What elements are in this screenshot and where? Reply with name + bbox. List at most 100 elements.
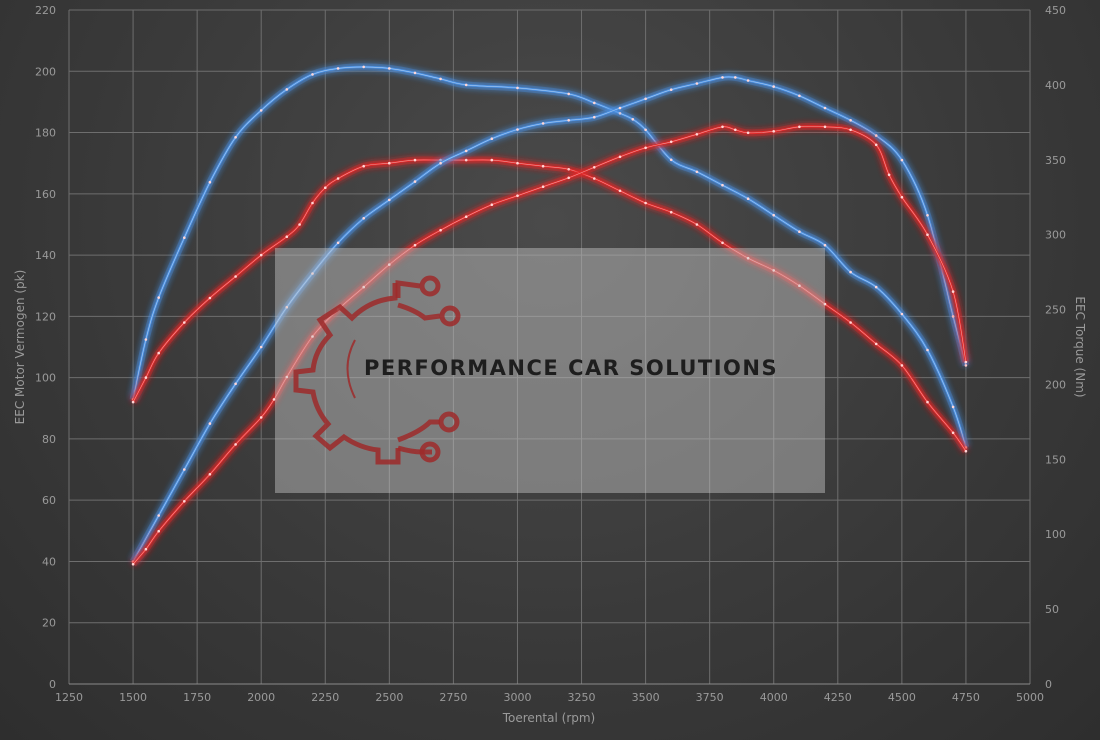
y-left-tick-label: 40 — [42, 555, 56, 568]
data-point — [567, 168, 570, 171]
data-point — [311, 335, 314, 338]
data-point — [388, 198, 391, 202]
data-point — [644, 201, 647, 205]
data-point — [208, 180, 212, 184]
data-point — [964, 364, 968, 367]
data-point — [721, 241, 724, 245]
data-point — [208, 473, 212, 476]
data-point — [618, 112, 622, 115]
data-point — [234, 136, 237, 139]
data-point — [567, 119, 570, 122]
data-point — [490, 137, 494, 140]
x-tick-label: 2250 — [311, 691, 339, 704]
x-tick-label: 4250 — [824, 691, 852, 704]
data-point — [183, 500, 186, 503]
data-point — [926, 233, 929, 236]
y-right-tick-label: 450 — [1045, 4, 1066, 17]
watermark-panel — [275, 248, 825, 493]
y-left-tick-label: 220 — [35, 4, 56, 17]
data-point — [746, 256, 750, 260]
y-right-tick-label: 250 — [1045, 304, 1066, 317]
data-point — [951, 290, 955, 293]
data-point — [490, 203, 494, 206]
x-tick-label: 2000 — [247, 691, 275, 704]
x-tick-label: 2750 — [439, 691, 467, 704]
data-point — [272, 398, 276, 401]
data-point — [362, 217, 366, 220]
data-point — [849, 128, 852, 132]
data-point — [734, 76, 737, 79]
y-right-tick-label: 150 — [1045, 453, 1066, 466]
y-right-tick-label: 300 — [1045, 229, 1066, 242]
data-point — [298, 223, 301, 226]
grid — [68, 9, 1031, 685]
data-point — [593, 177, 596, 180]
data-point — [131, 562, 135, 566]
data-point — [926, 214, 929, 217]
data-point — [669, 88, 673, 91]
data-point — [259, 253, 263, 257]
data-point — [464, 215, 468, 218]
x-tick-label: 3750 — [696, 691, 724, 704]
data-point — [746, 131, 750, 135]
data-point — [874, 143, 878, 147]
data-point — [285, 375, 289, 379]
data-point — [144, 376, 148, 379]
data-point — [516, 194, 519, 197]
data-point — [849, 321, 852, 324]
data-point — [695, 82, 699, 85]
data-point — [734, 128, 737, 132]
y-left-tick-label: 100 — [35, 372, 56, 385]
data-point — [336, 67, 340, 70]
data-point — [324, 186, 327, 189]
y-axis-right-title: EEC Torque (Nm) — [1073, 296, 1087, 397]
data-point — [541, 185, 545, 188]
y-left-tick-label: 160 — [35, 188, 56, 201]
data-point — [464, 83, 468, 87]
y-left-tick-label: 180 — [35, 127, 56, 140]
data-point — [695, 133, 699, 136]
data-point — [311, 73, 314, 76]
data-point — [259, 109, 263, 112]
data-point — [721, 76, 724, 79]
data-point — [234, 275, 237, 278]
data-point — [874, 285, 878, 289]
data-point — [849, 119, 852, 122]
x-tick-label: 4500 — [888, 691, 916, 704]
data-point — [234, 382, 237, 386]
data-point — [964, 360, 968, 364]
data-point — [259, 416, 263, 419]
data-point — [644, 146, 647, 150]
data-point — [631, 118, 635, 121]
data-point — [131, 400, 135, 404]
axes: 1250 1500 1750 2000 2250 2500 2750 3000 3250 3500… — [35, 4, 1066, 704]
data-point — [285, 88, 289, 91]
y-left-tick-label: 0 — [49, 678, 56, 691]
data-point — [900, 312, 904, 316]
data-point — [644, 128, 647, 132]
data-point — [772, 269, 775, 272]
data-point — [516, 86, 519, 90]
data-point — [464, 149, 468, 153]
y-left-tick-label: 200 — [35, 65, 56, 78]
data-point — [900, 364, 904, 367]
y-right-tick-label: 350 — [1045, 154, 1066, 167]
x-tick-label: 2500 — [375, 691, 403, 704]
data-point — [541, 122, 545, 125]
data-point — [823, 125, 827, 129]
data-point — [823, 243, 827, 247]
data-point — [567, 176, 570, 180]
data-point — [439, 228, 442, 232]
data-point — [849, 270, 852, 274]
data-point — [183, 468, 186, 471]
y-right-tick-label: 400 — [1045, 79, 1066, 92]
data-point — [413, 158, 417, 162]
data-point — [772, 213, 775, 217]
y-right-tick-label: 100 — [1045, 528, 1066, 541]
data-point — [541, 164, 545, 168]
data-point — [695, 223, 699, 226]
data-point — [413, 243, 417, 247]
data-point — [183, 236, 186, 239]
data-point — [951, 315, 955, 318]
